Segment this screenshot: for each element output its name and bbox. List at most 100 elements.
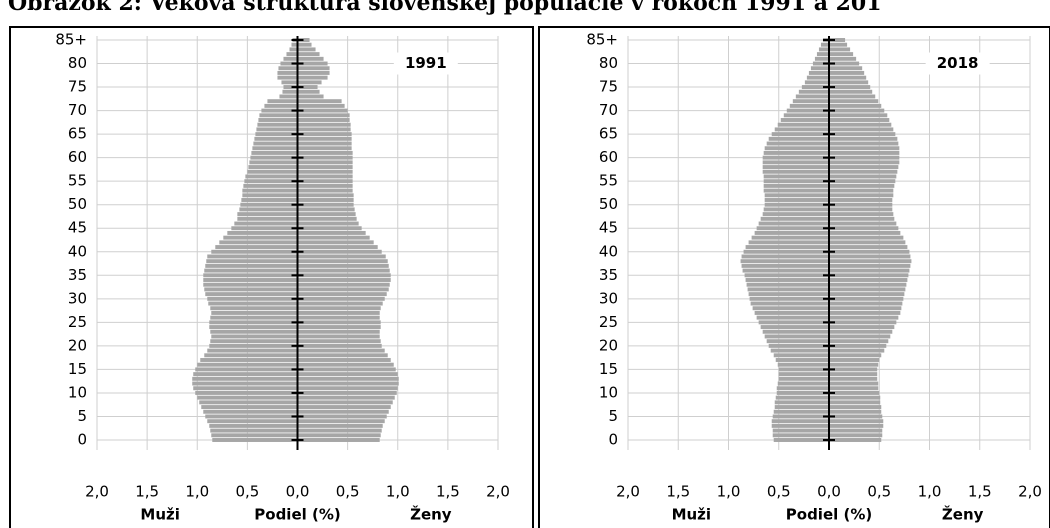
bar — [777, 362, 829, 367]
bar — [773, 353, 829, 358]
bar — [297, 179, 353, 184]
bar — [829, 386, 879, 391]
bar — [829, 113, 888, 118]
bar — [829, 235, 904, 240]
bar — [277, 70, 298, 75]
bar — [297, 52, 320, 57]
bar — [250, 155, 298, 160]
bar — [207, 419, 298, 424]
bar — [748, 292, 829, 297]
bar — [203, 273, 298, 278]
bar — [829, 103, 882, 108]
bar — [297, 118, 350, 122]
bar — [227, 230, 298, 235]
annotation: 1991 — [405, 54, 447, 72]
bar — [829, 329, 893, 334]
bar — [829, 315, 899, 320]
bar — [783, 113, 829, 118]
y-tick-label: 70 — [68, 101, 87, 119]
bar — [741, 263, 829, 268]
bar — [297, 381, 399, 386]
bar — [297, 301, 383, 306]
bar — [772, 433, 829, 438]
bar — [771, 419, 829, 424]
bar — [760, 325, 829, 330]
bar — [201, 405, 298, 410]
bar — [829, 273, 909, 278]
bar — [223, 235, 298, 240]
bar — [297, 75, 328, 80]
bar — [193, 372, 298, 377]
bar — [808, 70, 829, 75]
bar — [749, 296, 829, 301]
bar — [829, 343, 887, 348]
bar — [297, 343, 382, 348]
y-tick-label: 5 — [77, 407, 87, 425]
bar — [773, 409, 829, 414]
bar — [829, 376, 878, 381]
bar — [829, 216, 895, 221]
bar — [297, 94, 324, 99]
bar — [297, 249, 382, 254]
bar — [286, 52, 298, 57]
bar — [763, 174, 829, 179]
bar — [297, 235, 370, 240]
bar — [297, 390, 397, 395]
bar — [205, 263, 298, 268]
y-tick-label: 45 — [599, 219, 618, 237]
bar — [240, 202, 298, 207]
bar — [297, 358, 391, 362]
bar — [829, 372, 878, 377]
y-tick-label: 20 — [68, 336, 87, 354]
bar — [252, 146, 298, 151]
bar — [777, 381, 829, 386]
bar — [291, 42, 298, 47]
bar — [237, 216, 298, 221]
bar — [763, 207, 829, 212]
x-tick-label: 1,0 — [717, 483, 741, 501]
bar — [745, 278, 829, 282]
annotation-bg — [393, 52, 458, 75]
bar — [200, 358, 298, 362]
bar — [764, 198, 829, 202]
legend-label: Muži — [672, 506, 711, 524]
bar — [778, 376, 829, 381]
bar — [297, 438, 380, 442]
bar — [829, 66, 863, 71]
bar — [215, 245, 298, 250]
bar — [810, 66, 829, 71]
bar — [297, 400, 393, 405]
bar — [818, 47, 829, 52]
bar — [297, 99, 342, 104]
bar — [829, 56, 857, 61]
bar — [297, 169, 353, 174]
bar — [762, 155, 829, 160]
y-tick-label: 85+ — [586, 31, 618, 49]
bar — [762, 160, 829, 165]
bar — [261, 108, 298, 113]
bar — [205, 414, 298, 419]
bar — [829, 47, 851, 52]
bar — [777, 122, 829, 127]
bar — [764, 202, 829, 207]
bar — [774, 405, 829, 410]
bar — [297, 245, 378, 250]
bar — [829, 296, 904, 301]
bar — [242, 193, 298, 198]
bar — [256, 127, 298, 132]
bar — [279, 94, 298, 99]
y-tick-label: 5 — [608, 407, 618, 425]
bar — [758, 221, 829, 226]
bar — [772, 414, 829, 419]
bar — [297, 226, 362, 231]
bar — [764, 146, 829, 151]
bar — [829, 122, 892, 127]
bar — [829, 362, 879, 367]
bar — [820, 42, 829, 47]
bar — [829, 188, 894, 193]
bar — [776, 390, 829, 395]
bar — [829, 202, 893, 207]
bar — [748, 240, 829, 245]
